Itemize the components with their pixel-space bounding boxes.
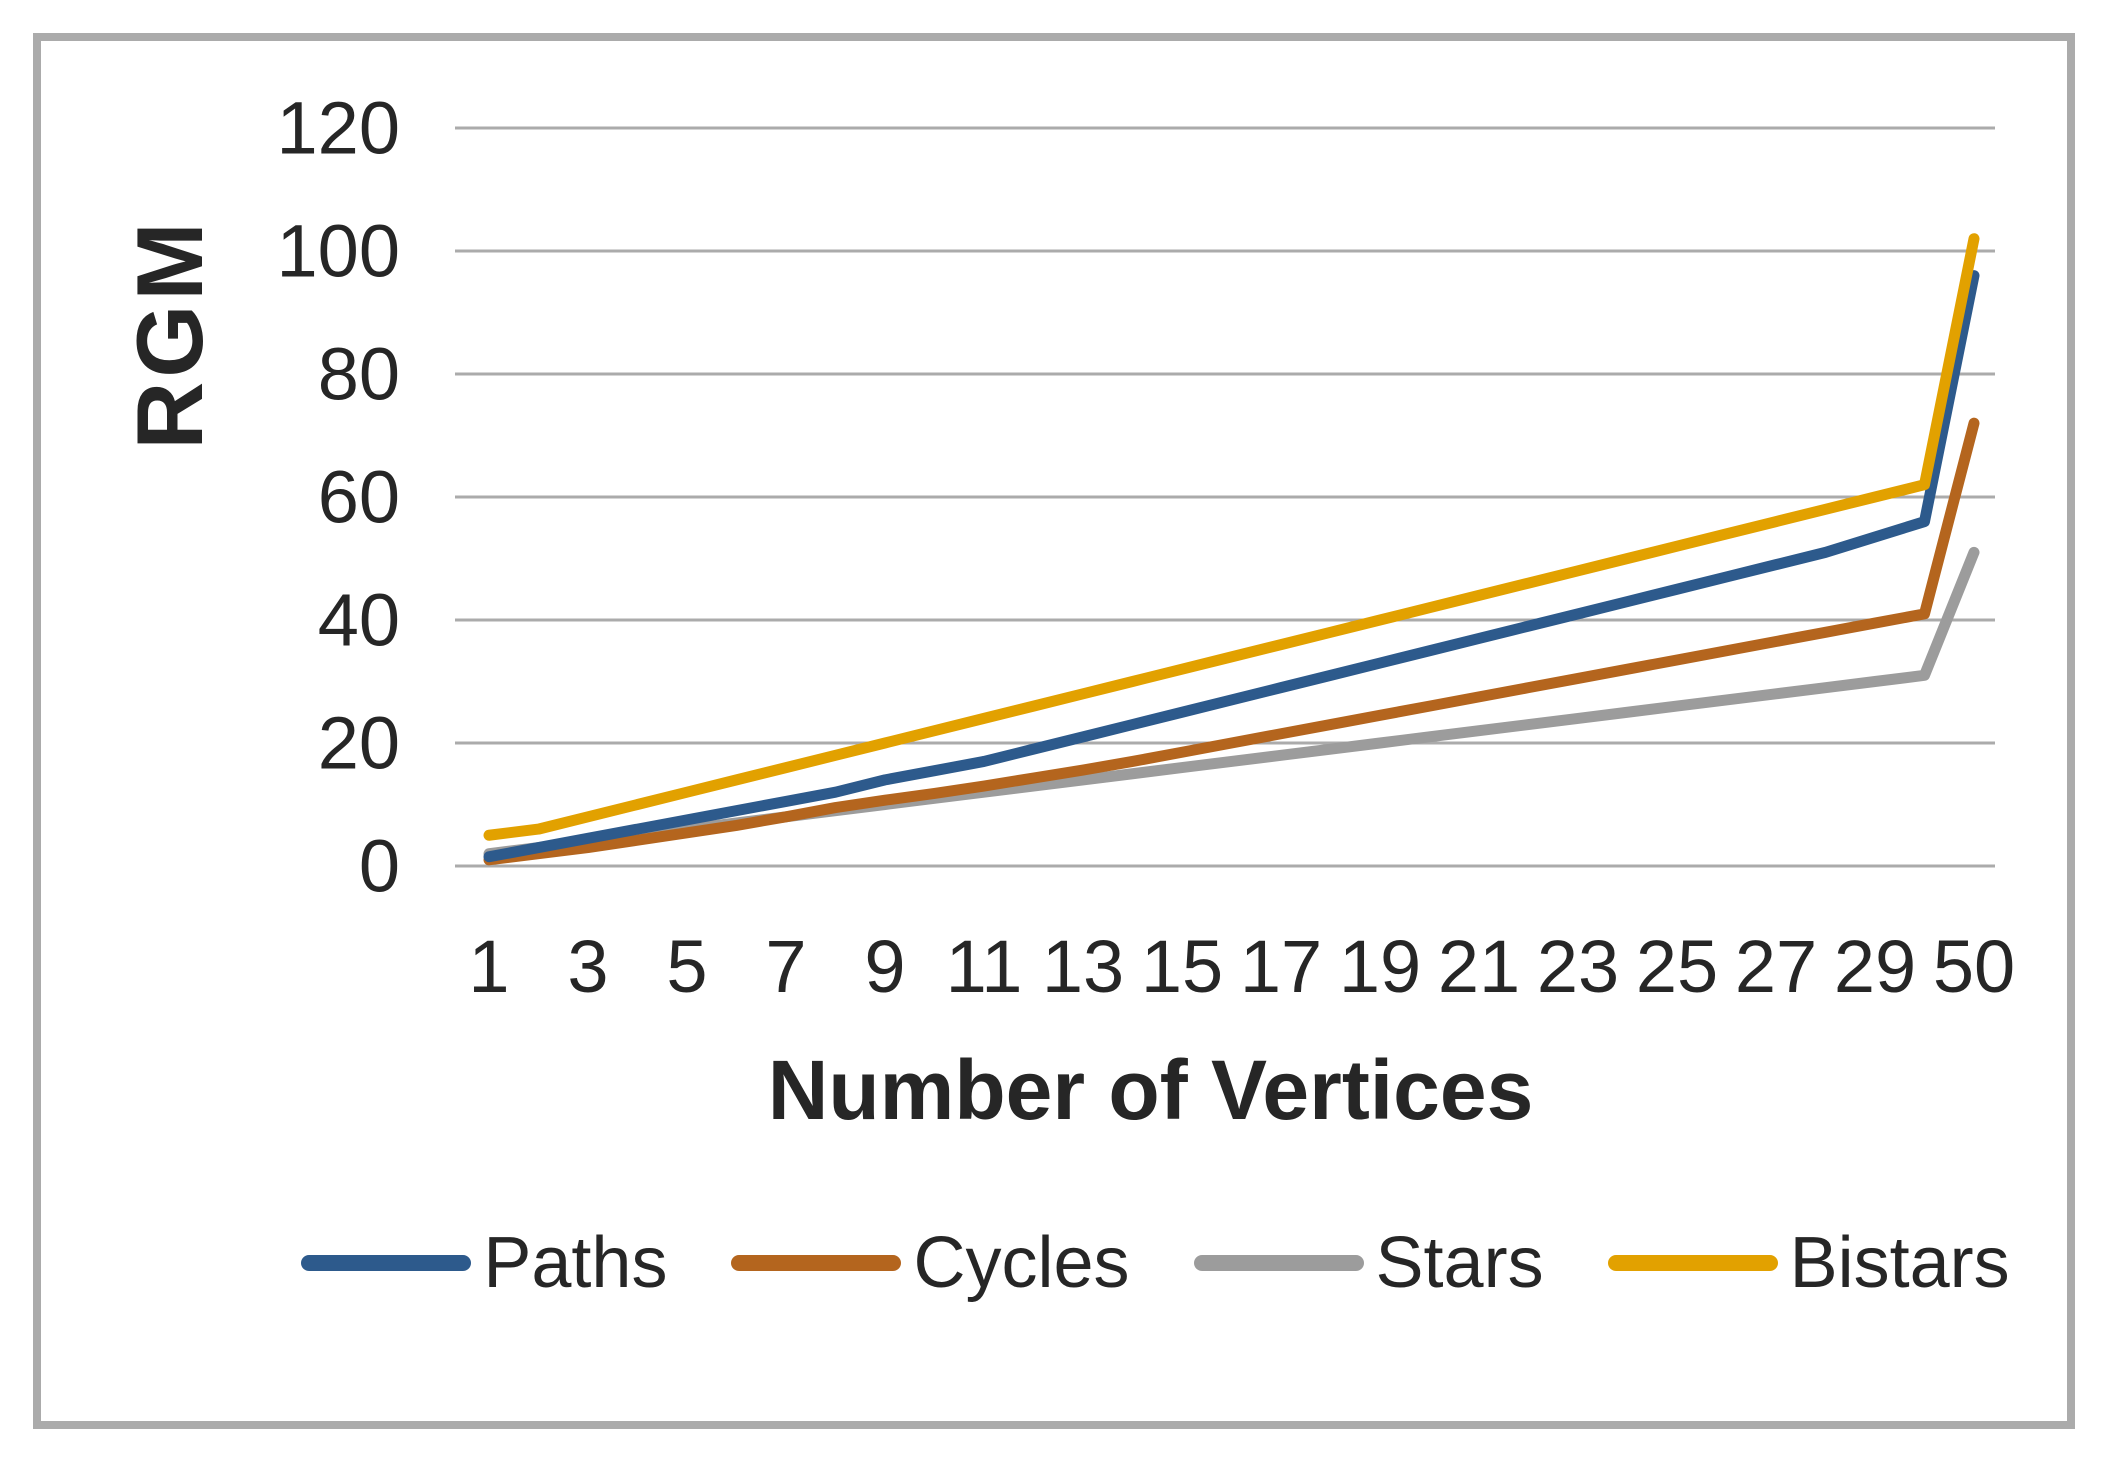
x-tick-label-1: 1	[468, 925, 509, 1008]
legend-label-stars: Stars	[1375, 1223, 1544, 1303]
x-tick-label-3: 3	[567, 925, 608, 1008]
legend-swatch-cycles	[731, 1255, 902, 1271]
series-line-bistars	[483, 233, 1980, 841]
series-line-cycles	[483, 417, 1980, 866]
x-tick-label-25: 25	[1636, 925, 1718, 1008]
legend-swatch-bistars	[1607, 1255, 1778, 1271]
x-tick-label-5: 5	[666, 925, 707, 1008]
y-tick-label-80: 80	[318, 333, 400, 416]
chart-frame	[33, 33, 2075, 1429]
legend-item-stars: Stars	[1193, 1222, 1544, 1304]
legend-label-paths: Paths	[483, 1223, 668, 1303]
x-tick-label-27: 27	[1735, 925, 1817, 1008]
x-tick-label-11: 11	[946, 925, 1023, 1008]
legend-item-cycles: Cycles	[731, 1222, 1130, 1304]
x-tick-label-21: 21	[1438, 925, 1520, 1008]
y-tick-label-20: 20	[318, 702, 400, 785]
x-tick-label-9: 9	[864, 925, 905, 1008]
x-tick-label-17: 17	[1240, 925, 1322, 1008]
legend-swatch-paths	[301, 1255, 472, 1271]
y-axis-title: RGM	[117, 218, 222, 450]
y-tick-labels: 0 20 40 60 80 100 120	[277, 87, 400, 908]
x-tick-label-23: 23	[1537, 925, 1619, 1008]
legend-swatch-stars	[1193, 1255, 1364, 1271]
series-lines	[483, 233, 1980, 866]
y-tick-label-0: 0	[359, 825, 400, 908]
y-tick-label-60: 60	[318, 456, 400, 539]
legend: Paths Cycles Stars Bistars	[95, 1222, 2121, 1304]
x-tick-label-7: 7	[765, 925, 806, 1008]
legend-item-bistars: Bistars	[1607, 1222, 2010, 1304]
legend-label-bistars: Bistars	[1789, 1223, 2010, 1303]
x-tick-label-13: 13	[1042, 925, 1124, 1008]
x-tick-labels: 1 3 5 7 9 11 13 15 17 19 21 23 25 27 29 50	[468, 925, 2015, 1008]
x-tick-label-50: 50	[1933, 925, 2015, 1008]
y-tick-label-100: 100	[277, 210, 400, 293]
x-axis-title: Number of Vertices	[767, 1043, 1534, 1137]
x-tick-label-19: 19	[1339, 925, 1421, 1008]
gridlines	[455, 126, 1995, 868]
x-tick-label-29: 29	[1834, 925, 1916, 1008]
series-line-paths	[483, 270, 1980, 863]
x-tick-label-15: 15	[1141, 925, 1223, 1008]
y-tick-label-120: 120	[277, 87, 400, 170]
legend-label-cycles: Cycles	[913, 1223, 1130, 1303]
y-tick-label-40: 40	[318, 579, 400, 662]
legend-item-paths: Paths	[301, 1222, 667, 1304]
